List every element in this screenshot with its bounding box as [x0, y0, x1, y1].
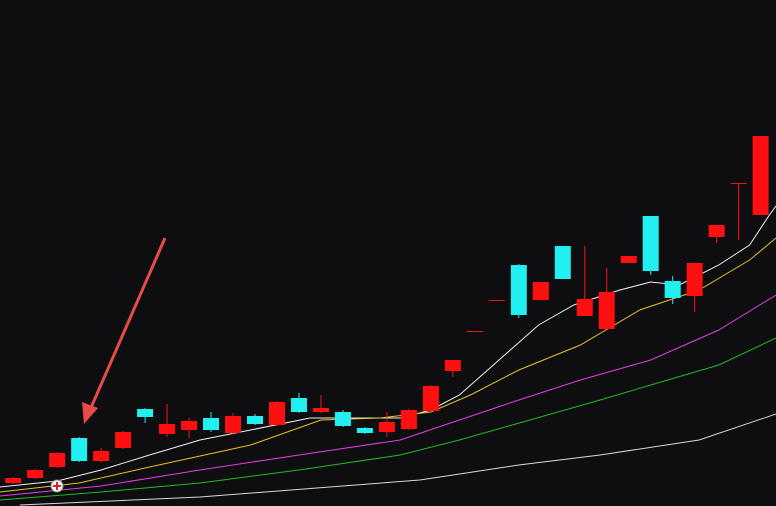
- candle-body: [356, 428, 373, 433]
- candle-body: [203, 418, 220, 430]
- candle-body: [444, 360, 461, 371]
- candle-body: [554, 246, 571, 279]
- moving-average-line: [0, 205, 776, 488]
- candle-body: [466, 331, 483, 332]
- arrow-head: [82, 402, 98, 424]
- candle-body: [422, 386, 439, 411]
- candle-body: [532, 282, 549, 300]
- candle-body: [730, 183, 747, 184]
- candle-body: [664, 281, 681, 298]
- candle-body: [159, 424, 176, 434]
- candle-body: [708, 225, 725, 237]
- candle-body: [400, 410, 417, 429]
- candle-body: [488, 300, 505, 301]
- candle-body: [181, 421, 198, 430]
- candle-body: [576, 299, 593, 316]
- candle-body: [247, 416, 264, 424]
- candle-body: [510, 265, 527, 315]
- candle-body: [312, 408, 329, 412]
- candle-body: [620, 256, 637, 263]
- candle-body: [225, 416, 242, 433]
- candle-body: [49, 453, 66, 467]
- candle-body: [71, 438, 88, 461]
- candle-body: [115, 432, 132, 448]
- moving-average-line: [19, 413, 776, 506]
- marker-icon: [50, 479, 64, 493]
- candle-body: [642, 216, 659, 271]
- candle-body: [93, 451, 110, 461]
- candle-body: [752, 136, 769, 215]
- candle-body: [598, 292, 615, 329]
- candle-body: [334, 412, 351, 426]
- candle-body: [290, 398, 307, 412]
- arrow-shaft: [88, 237, 167, 411]
- candle-body: [378, 422, 395, 432]
- plot: [0, 136, 776, 506]
- candle-body: [5, 478, 22, 483]
- moving-average-line: [0, 337, 776, 501]
- moving-average-line: [0, 294, 776, 497]
- candle-body: [137, 409, 154, 417]
- candle-body: [27, 470, 44, 478]
- candle-body: [268, 402, 285, 425]
- candle-body: [686, 263, 703, 296]
- arrow-annotation: [82, 237, 167, 424]
